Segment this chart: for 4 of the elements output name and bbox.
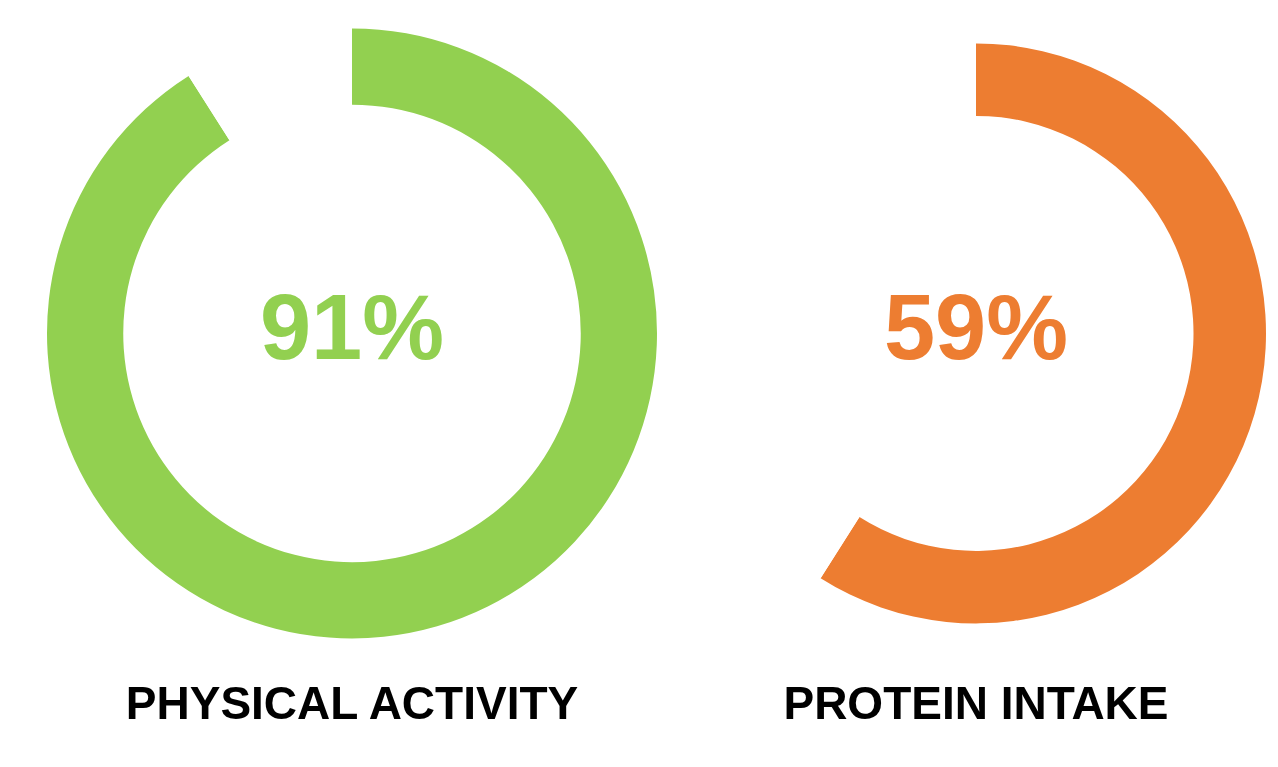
text: PROTEIN INTAKE — [783, 677, 1169, 730]
data-label: 59% — [883, 275, 1069, 378]
data-label: 91% — [259, 275, 445, 378]
text: PHYSICAL ACTIVITY — [125, 677, 579, 730]
